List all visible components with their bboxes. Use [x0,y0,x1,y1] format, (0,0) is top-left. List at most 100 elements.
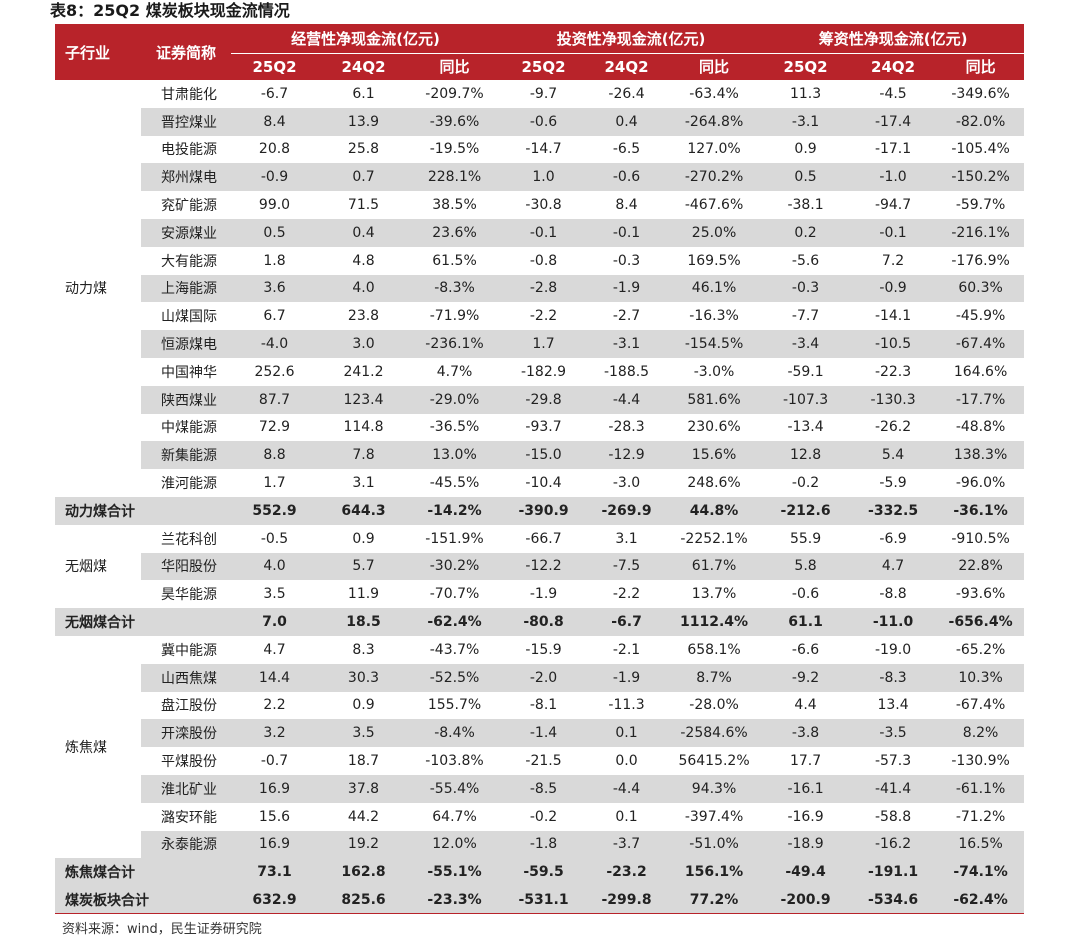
value-cell: -397.4% [684,808,744,825]
header-sub-24q2: 24Q2 [318,53,409,80]
table-row: 安源煤业 0.5 0.4 23.6% -0.1 -0.1 25.0% 0.2 -0.1 -216.… [55,218,1025,247]
value-cell: -1.9 [587,663,667,692]
value-cell: -3.8 [762,719,850,748]
value-cell: 18.7 [347,753,380,770]
value-cell: -36.5% [429,419,480,436]
value-cell: 8.8 [231,441,318,470]
company-name: 淮河能源 [161,476,217,493]
value-cell: 0.9 [794,141,817,158]
company-name: 潞安环能 [161,809,217,826]
table-row: 郑州煤电 -0.9 0.7 228.1% 1.0 -0.6 -270.2% 0.5 -1.0 -1… [55,163,1025,192]
company-name: 上海能源 [141,274,231,303]
company-name: 山西焦煤 [141,663,231,692]
value-cell: -16.3% [689,308,739,325]
value-cell: -4.4 [587,385,667,414]
value-cell: -10.4 [525,475,562,492]
value-cell: -6.7 [260,85,289,102]
company-name: 安源煤业 [141,218,231,247]
value-cell: -151.9% [425,530,484,547]
value-cell: -9.2 [762,663,850,692]
value-cell: -2.8 [500,274,588,303]
value-cell: 0.1 [615,808,638,825]
value-cell: -15.9 [525,641,562,658]
subtotal-value: -6.7 [587,608,667,636]
value-cell: 3.5 [263,586,286,603]
value-cell: 11.9 [347,586,380,603]
value-cell: 0.7 [318,163,409,192]
value-cell: 1.7 [500,330,588,358]
subtotal-value: -49.4 [762,858,850,887]
total-value: 825.6 [318,886,409,915]
value-cell: 17.7 [789,753,822,770]
value-cell: 228.1% [409,163,501,192]
subtotal-value: -212.6 [762,496,850,525]
value-cell: -0.6 [500,107,588,136]
table-row: 昊华能源 3.5 11.9 -70.7% -1.9 -2.2 13.7% -0.6 -8.8 -9… [55,580,1024,608]
value-cell: 3.1 [352,475,375,492]
value-cell: 13.9 [318,107,409,136]
value-cell: -13.4 [787,419,824,436]
table-row: 陕西煤业 87.7 123.4 -29.0% -29.8 -4.4 581.6% -107.3… [55,385,1025,414]
value-cell: -41.4 [849,774,938,803]
table-row: 开滦股份 3.2 3.5 -8.4% -1.4 0.1 -2584.6% -3.8 -3.5 8.… [55,719,1025,748]
value-cell: -3.0% [693,363,735,380]
cashflow-table: 子行业 证券简称 经营性净现金流(亿元) 投资性净现金流(亿元) 筹资性净现金流… [55,24,1025,915]
value-cell: -5.6 [791,252,820,269]
value-cell: -93.7 [525,419,562,436]
value-cell: 64.7% [432,808,477,825]
subtotal-value: -191.1 [849,858,938,887]
value-cell: -67.4% [937,330,1025,358]
value-cell: 3.0 [318,330,409,358]
company-name: 兰花科创 [161,531,217,548]
value-cell: 13.7% [691,586,737,603]
value-cell: 4.7 [263,641,286,658]
company-name: 冀中能源 [161,642,217,659]
subtotal-label: 动力煤合计 [55,496,231,525]
table-row: 盘江股份 2.2 0.9 155.7% -8.1 -11.3 -28.0% 4.4 13.4 -6… [55,692,1024,720]
value-cell: -0.9 [231,163,318,192]
value-cell: -3.5 [849,719,938,748]
header-sub-yoy: 同比 [666,53,763,80]
value-cell: 61.7% [666,552,763,581]
value-cell: 127.0% [687,141,741,158]
value-cell: -51.0% [666,830,763,859]
industry-label: 无烟煤 [55,524,141,609]
value-cell: -45.9% [955,308,1006,325]
value-cell: -0.3 [612,252,641,269]
total-value: 77.2% [666,886,763,915]
value-cell: 99.0 [258,197,291,214]
value-cell: -28.0% [689,697,739,714]
value-cell: -0.1 [587,218,667,247]
value-cell: 114.8 [343,419,384,436]
value-cell: 37.8 [318,774,409,803]
value-cell: -264.8% [666,107,763,136]
industry-label: 炼焦煤 [55,635,141,859]
value-cell: -8.8 [879,586,907,603]
source-note: 资料来源：wind，民生证券研究院 [62,922,262,937]
total-row: 煤炭板块合计 632.9 825.6 -23.3% -531.1 -299.8 77.2% -… [55,886,1025,915]
value-cell: 0.1 [587,719,667,748]
value-cell: 19.2 [318,830,409,859]
table-row: 潞安环能 15.6 44.2 64.7% -0.2 0.1 -397.4% -16.9 -58.… [55,803,1024,831]
value-cell: -467.6% [684,197,744,214]
value-cell: -1.9 [587,274,667,303]
subtotal-value: -390.9 [500,496,588,525]
value-cell: 0.9 [352,697,375,714]
value-cell: 3.1 [615,530,638,547]
value-cell: 138.3% [937,441,1025,470]
value-cell: -12.2 [500,552,588,581]
value-cell: -18.9 [762,830,850,859]
value-cell: 23.6% [409,218,501,247]
company-name: 陕西煤业 [141,385,231,414]
subtotal-value: 7.0 [231,608,318,636]
value-cell: -63.4% [689,85,739,102]
value-cell: 0.4 [587,107,667,136]
value-cell: -130.3 [849,385,938,414]
value-cell: -0.1 [849,218,938,247]
value-cell: 4.0 [318,274,409,303]
table-row: 恒源煤电 -4.0 3.0 -236.1% 1.7 -3.1 -154.5% -3.4 -10.… [55,330,1025,358]
value-cell: -154.5% [666,330,763,358]
value-cell: -14.7 [525,141,562,158]
value-cell: 581.6% [666,385,763,414]
value-cell: -8.3 [849,663,938,692]
